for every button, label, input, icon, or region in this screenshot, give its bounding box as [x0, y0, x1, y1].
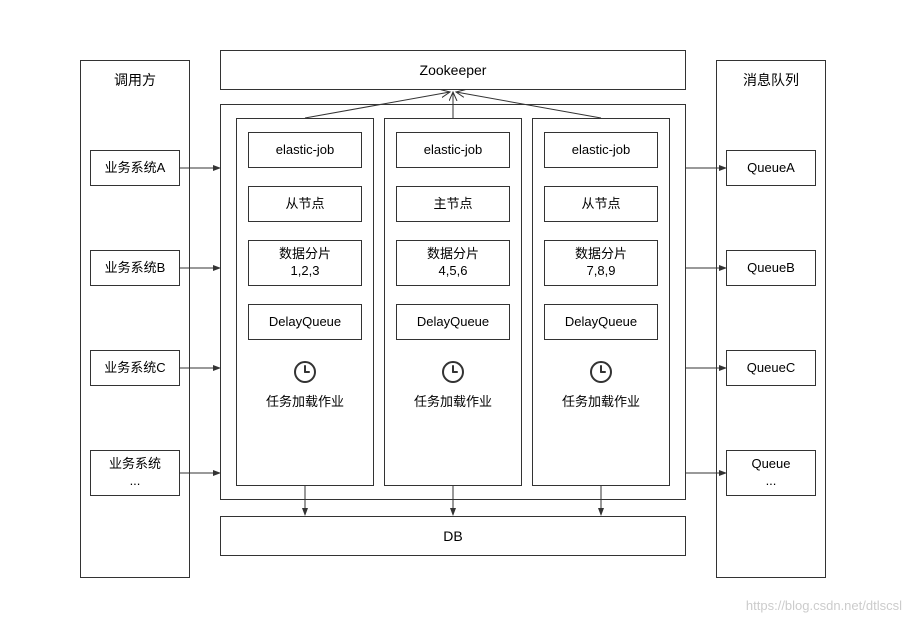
column-1-item-2: 数据分片 4,5,6: [396, 240, 510, 286]
queue-3: Queue ...: [726, 450, 816, 496]
column-0: [236, 118, 374, 486]
caller-0: 业务系统A: [90, 150, 180, 186]
clock-icon: [293, 360, 317, 384]
column-1-item-1: 主节点: [396, 186, 510, 222]
column-0-item-0-label: elastic-job: [276, 142, 335, 159]
column-1-item-1-label: 主节点: [433, 196, 472, 213]
caller-1: 业务系统B: [90, 250, 180, 286]
column-1-clock: 任务加载作业: [396, 360, 510, 410]
caller-0-label: 业务系统A: [105, 160, 166, 177]
zookeeper-box: Zookeeper: [220, 50, 686, 90]
column-1-clock-label: 任务加载作业: [396, 391, 510, 410]
column-2-item-3-label: DelayQueue: [565, 314, 637, 331]
queue-2-label: QueueC: [747, 360, 795, 377]
column-2-item-3: DelayQueue: [544, 304, 658, 340]
column-2-item-0-label: elastic-job: [572, 142, 631, 159]
zookeeper-box-label: Zookeeper: [420, 61, 487, 79]
column-1-item-3-label: DelayQueue: [417, 314, 489, 331]
column-2-item-1: 从节点: [544, 186, 658, 222]
db-box-label: DB: [443, 527, 462, 545]
caller-3: 业务系统 ...: [90, 450, 180, 496]
right-panel: 消息队列: [716, 60, 826, 578]
column-0-clock-label: 任务加载作业: [248, 391, 362, 410]
column-0-item-1-label: 从节点: [285, 196, 324, 213]
queue-0-label: QueueA: [747, 160, 795, 177]
queue-3-label: Queue ...: [751, 456, 790, 490]
column-0-item-3-label: DelayQueue: [269, 314, 341, 331]
right-panel-label: 消息队列: [743, 71, 799, 89]
column-2-item-0: elastic-job: [544, 132, 658, 168]
queue-2: QueueC: [726, 350, 816, 386]
column-2-clock: 任务加载作业: [544, 360, 658, 410]
left-panel: 调用方: [80, 60, 190, 578]
column-1: [384, 118, 522, 486]
column-0-item-3: DelayQueue: [248, 304, 362, 340]
caller-2: 业务系统C: [90, 350, 180, 386]
watermark: https://blog.csdn.net/dtlscsl: [746, 598, 902, 613]
column-2: [532, 118, 670, 486]
caller-3-label: 业务系统 ...: [109, 456, 161, 490]
db-box: DB: [220, 516, 686, 556]
column-0-item-2-label: 数据分片 1,2,3: [279, 246, 331, 280]
queue-1-label: QueueB: [747, 260, 795, 277]
queue-0: QueueA: [726, 150, 816, 186]
column-0-clock: 任务加载作业: [248, 360, 362, 410]
column-1-item-2-label: 数据分片 4,5,6: [427, 246, 479, 280]
column-2-clock-label: 任务加载作业: [544, 391, 658, 410]
column-2-item-2-label: 数据分片 7,8,9: [575, 246, 627, 280]
caller-1-label: 业务系统B: [105, 260, 166, 277]
column-2-item-1-label: 从节点: [581, 196, 620, 213]
clock-icon: [589, 360, 613, 384]
left-panel-label: 调用方: [114, 71, 156, 89]
clock-icon: [441, 360, 465, 384]
queue-1: QueueB: [726, 250, 816, 286]
column-0-item-0: elastic-job: [248, 132, 362, 168]
caller-2-label: 业务系统C: [104, 360, 165, 377]
column-1-item-0-label: elastic-job: [424, 142, 483, 159]
column-1-item-0: elastic-job: [396, 132, 510, 168]
column-2-item-2: 数据分片 7,8,9: [544, 240, 658, 286]
column-0-item-2: 数据分片 1,2,3: [248, 240, 362, 286]
column-1-item-3: DelayQueue: [396, 304, 510, 340]
column-0-item-1: 从节点: [248, 186, 362, 222]
